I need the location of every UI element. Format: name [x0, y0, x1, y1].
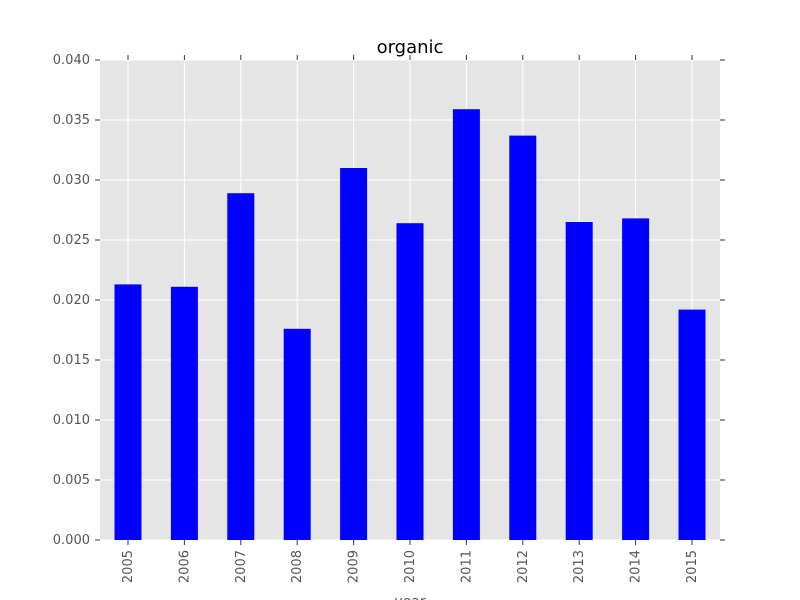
x-tick-label: 2010 [403, 550, 418, 583]
bar-2007 [227, 193, 255, 540]
bar-2015 [678, 309, 706, 540]
bar-2011 [452, 109, 480, 540]
y-tick-label: 0.000 [53, 533, 90, 548]
y-tick-label: 0.030 [53, 173, 90, 188]
bars [114, 109, 706, 540]
x-tick-label: 2013 [572, 550, 587, 583]
y-tick-label: 0.005 [53, 473, 90, 488]
bar-2014 [622, 218, 650, 540]
bar-2006 [170, 286, 198, 540]
x-tick-label: 2006 [177, 550, 192, 583]
bar-2009 [340, 168, 368, 540]
x-axis-label: year [394, 594, 425, 600]
bar-2013 [565, 222, 593, 540]
bar-2008 [283, 328, 311, 540]
x-tick-label: 2011 [459, 550, 474, 583]
y-tick-labels: 0.000 0.005 0.010 0.015 0.020 0.025 0.030 0.035… [53, 53, 90, 548]
x-tick-label: 2008 [290, 550, 305, 583]
y-tick-label: 0.025 [53, 233, 90, 248]
axis-ticks [95, 55, 725, 545]
bar-2010 [396, 223, 424, 540]
x-tick-labels: 2005 2006 2007 2008 2009 2010 2011 2012 2013 2014… [121, 550, 700, 583]
y-tick-label: 0.020 [53, 293, 90, 308]
y-tick-label: 0.040 [53, 53, 90, 68]
bar-2005 [114, 284, 142, 540]
bar-2012 [509, 135, 537, 540]
x-tick-label: 2012 [516, 550, 531, 583]
chart-title: organic [377, 37, 444, 58]
y-tick-label: 0.015 [53, 353, 90, 368]
x-tick-label: 2007 [234, 550, 249, 583]
y-tick-label: 0.010 [53, 413, 90, 428]
x-tick-label: 2014 [629, 550, 644, 583]
x-tick-label: 2005 [121, 550, 136, 583]
x-tick-label: 2009 [347, 550, 362, 583]
y-tick-label: 0.035 [53, 113, 90, 128]
x-tick-label: 2015 [685, 550, 700, 583]
